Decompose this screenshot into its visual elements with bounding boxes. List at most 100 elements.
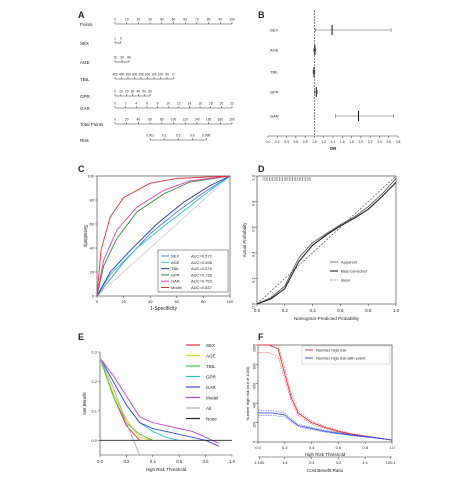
dca-x-axis-title: High Risk Threshold bbox=[146, 467, 187, 472]
dca-y-tick-label: 0.1 bbox=[91, 408, 97, 413]
impact-x-axis-title: High Risk Threshold bbox=[305, 452, 346, 457]
forest-x-tick-label: 2.8 bbox=[396, 140, 401, 144]
dca-curve-model bbox=[99, 357, 219, 444]
forest-x-tick-label: 1.6 bbox=[340, 140, 345, 144]
roc-diagonal bbox=[96, 175, 231, 297]
forest-x-tick-label: 2.0 bbox=[358, 140, 363, 144]
forest-x-tick-label: 0.4 bbox=[284, 140, 289, 144]
nomogram-tick-label: 80 bbox=[160, 118, 164, 122]
dca-y-tick-label: 0.2 bbox=[91, 379, 97, 384]
nomogram-tick-label: 20 bbox=[220, 102, 224, 106]
panel-d: 0.0 0.2 0.4 0.6 0.8 1.0 0.0 0.2 0.4 0.6 0.8 1.0 Nomo… bbox=[242, 174, 400, 321]
nomogram-tick-label: 60 bbox=[183, 18, 187, 22]
roc-y-axis-title: Sensitivity bbox=[82, 225, 88, 248]
impact-cost-benefit-tick-label: 4:1 bbox=[362, 460, 368, 465]
roc-legend-name: AGE bbox=[171, 260, 180, 265]
dca-y-tick-label: 0.0 bbox=[91, 438, 97, 443]
nomogram-tick-label: 0 bbox=[120, 37, 122, 41]
nomogram-tick-label: 350 bbox=[125, 73, 131, 77]
roc-legend-name: SEX bbox=[171, 254, 179, 259]
calibration-y-tick-label: 0.6 bbox=[251, 225, 256, 231]
roc-curve-age bbox=[96, 175, 231, 297]
panel-e: 0.0 0.2 0.4 0.6 0.8 1.0 0.0 0.1 0.2 0.3 High Risk … bbox=[82, 343, 236, 472]
roc-curve-gar bbox=[96, 175, 231, 297]
panel-letter-f: F bbox=[258, 332, 264, 342]
dca-x-tick-label: 1.0 bbox=[229, 459, 235, 464]
roc-legend-name: TBIL bbox=[171, 266, 180, 271]
nomogram-tick-label: 0.9 bbox=[190, 134, 195, 138]
forest-x-tick-label: 2.4 bbox=[377, 140, 382, 144]
roc-y-tick-label: 40 bbox=[90, 246, 95, 251]
nomogram-tick-label: 10 bbox=[119, 90, 123, 94]
panel-b: 0.0 0.2 0.4 0.6 0.8 1.0 1.2 1.4 1.6 1.8 2.0 2.2 2.4 2… bbox=[266, 10, 401, 151]
nomogram-tick-label: 1 bbox=[114, 37, 116, 41]
calibration-plot-frame bbox=[256, 175, 397, 305]
roc-y-tick-label: 20 bbox=[90, 270, 95, 275]
nomogram-row-label: TBIL bbox=[80, 77, 90, 82]
roc-curve-sex bbox=[96, 175, 231, 297]
roc-x-tick-label: 100 bbox=[227, 299, 234, 304]
dca-x-tick-label: 0.4 bbox=[150, 459, 156, 464]
nomogram-row-label: SEX bbox=[80, 41, 89, 46]
impact-ci-lower-high-risk-with-event bbox=[258, 414, 393, 441]
dca-legend-name: GAR bbox=[206, 385, 217, 390]
impact-x-tick-label: 0.6 bbox=[336, 445, 342, 450]
nomogram-tick-label: 140 bbox=[194, 118, 200, 122]
impact-y-tick-label: 1000 bbox=[253, 344, 257, 352]
calibration-y-tick-label: 0.4 bbox=[251, 251, 256, 257]
forest-row-label: TBIL bbox=[270, 70, 279, 75]
calibration-legend-name: Bias-corrected bbox=[341, 269, 367, 274]
forest-x-tick-label: 2.6 bbox=[386, 140, 391, 144]
nomogram-tick-label: 450 bbox=[112, 73, 118, 77]
roc-legend-auc: AUC=0.572 bbox=[191, 254, 213, 259]
nomogram-tick-label: 80 bbox=[207, 18, 211, 22]
forest-x-tick-label: 0.2 bbox=[275, 140, 280, 144]
nomogram-tick-label: 10 bbox=[166, 102, 170, 106]
dca-legend-name: SEX bbox=[206, 343, 215, 348]
nomogram-row-label: Risk bbox=[80, 138, 89, 143]
nomogram-tick-label: 0 bbox=[173, 73, 175, 77]
nomogram-tick-label: 0 bbox=[114, 90, 116, 94]
roc-plot-frame bbox=[96, 175, 231, 297]
calibration-x-axis-title: Nomogram-Predicted Probability bbox=[294, 316, 360, 321]
impact-x-tick-label: 1.0 bbox=[389, 445, 395, 450]
roc-curve-model bbox=[96, 175, 231, 297]
forest-row-label: GPR bbox=[270, 90, 279, 95]
dca-x-tick-label: 0.0 bbox=[97, 459, 103, 464]
panel-c: 0 20 40 60 80 100 0 20 40 60 80 100 1-Specificity Sen… bbox=[82, 174, 234, 313]
nomogram-tick-label: 40 bbox=[137, 90, 141, 94]
dca-y-tick-label: 0.3 bbox=[91, 350, 97, 355]
forest-x-tick-label: 0.6 bbox=[293, 140, 298, 144]
roc-legend-box bbox=[157, 249, 229, 293]
nomogram-tick-label: 6 bbox=[146, 102, 148, 106]
calibration-y-tick-label: 1.0 bbox=[251, 174, 256, 180]
calibration-y-tick-label: 0.8 bbox=[251, 200, 256, 206]
nomogram-tick-label: 30 bbox=[148, 18, 152, 22]
nomogram-tick-label: 300 bbox=[132, 73, 138, 77]
forest-x-tick-label: 1.2 bbox=[321, 140, 326, 144]
impact-y-tick-label: 600 bbox=[253, 383, 257, 389]
impact-y-tick-label: 0 bbox=[253, 441, 257, 443]
calibration-x-tick-label: 0.8 bbox=[365, 308, 372, 313]
impact-y-axis-title: Number high risk (out of 1000) bbox=[245, 366, 250, 421]
roc-x-axis-title: 1-Specificity bbox=[150, 306, 177, 312]
forest-x-axis-title: OR bbox=[330, 146, 338, 151]
nomogram-tick-label: 8 bbox=[157, 102, 159, 106]
nomogram-tick-label: 15 bbox=[113, 56, 117, 60]
dca-y-axis-title: Net Benefit bbox=[82, 392, 87, 415]
roc-legend-auc: AUC=0.837 bbox=[191, 285, 213, 290]
nomogram-tick-label: 150 bbox=[151, 73, 157, 77]
nomogram-tick-label: 50 bbox=[172, 18, 176, 22]
forest-row-label: SEX bbox=[270, 28, 278, 33]
dca-curve-all bbox=[99, 357, 141, 456]
calibration-x-tick-label: 0.4 bbox=[309, 308, 316, 313]
nomogram-tick-label: 60 bbox=[148, 90, 152, 94]
impact-ci-lower-high-risk bbox=[258, 352, 393, 441]
calibration-x-tick-label: 1.0 bbox=[393, 308, 400, 313]
calibration-legend-name: Apparent bbox=[341, 260, 358, 265]
dca-curve-gpr bbox=[99, 357, 180, 441]
nomogram-tick-label: 60 bbox=[148, 118, 152, 122]
nomogram-tick-label: 400 bbox=[119, 73, 125, 77]
nomogram-tick-label: 10 bbox=[125, 18, 129, 22]
